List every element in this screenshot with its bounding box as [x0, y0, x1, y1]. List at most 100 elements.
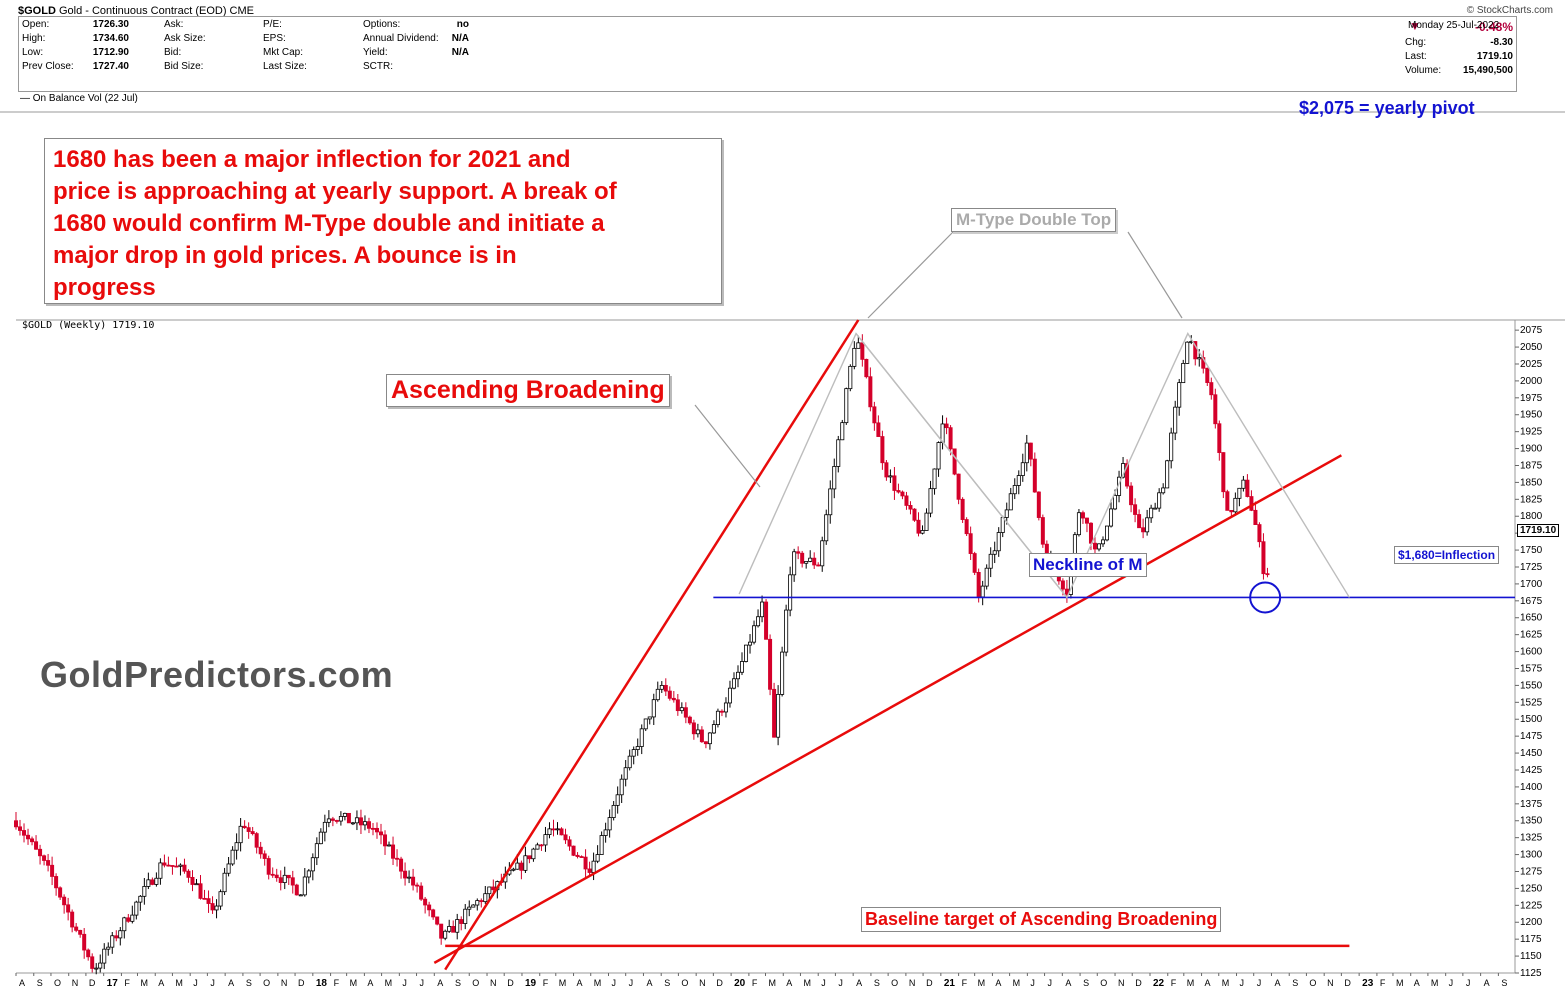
candle-body: [1137, 514, 1142, 529]
candle-body: [22, 830, 27, 836]
candle-body: [687, 716, 692, 724]
candle-body: [1185, 341, 1190, 364]
candle-body: [479, 900, 484, 903]
candle-body: [66, 904, 71, 913]
candle-body: [908, 505, 913, 510]
y-tick-label: 2050: [1520, 342, 1543, 353]
x-tick-label: J: [1466, 978, 1471, 988]
candle-body: [539, 844, 544, 847]
candle-body: [928, 488, 933, 514]
candle-body: [322, 821, 327, 833]
candle-body: [559, 828, 564, 836]
candle-body: [362, 821, 367, 826]
candle-body: [178, 864, 183, 867]
candle-body: [146, 879, 151, 887]
x-tick-label: J: [1257, 978, 1262, 988]
y-tick-label: 1525: [1520, 697, 1543, 708]
candle-body: [547, 828, 552, 836]
x-tick-label: M: [385, 978, 393, 988]
candle-body: [487, 886, 492, 895]
x-tick-label: N: [490, 978, 497, 988]
x-tick-label: 23: [1362, 978, 1374, 989]
ascending-connector: [694, 404, 761, 488]
x-tick-label: M: [769, 978, 777, 988]
brand-credit: © StockCharts.com: [1466, 5, 1553, 16]
candle-body: [952, 448, 957, 475]
candle-body: [302, 876, 307, 896]
candle-body: [723, 702, 728, 713]
candle-body: [916, 519, 921, 534]
candle-body: [992, 550, 997, 555]
x-tick-label: 17: [107, 978, 119, 989]
x-tick-label: M: [175, 978, 183, 988]
y-tick-label: 1600: [1520, 647, 1543, 658]
watermark: GoldPredictors.com: [40, 654, 394, 695]
y-tick-label: 1725: [1520, 562, 1543, 573]
candle-body: [106, 946, 111, 950]
candle-body: [896, 490, 901, 493]
candle-body: [892, 475, 897, 491]
x-tick-label: 22: [1153, 978, 1165, 989]
x-tick-label: N: [699, 978, 706, 988]
y-tick-label: 1975: [1520, 393, 1543, 404]
candle-body: [170, 865, 175, 867]
candle-body: [262, 853, 267, 859]
candle-body: [924, 512, 929, 531]
candle-body: [788, 574, 793, 611]
candle-body: [427, 904, 432, 911]
candle-body: [114, 935, 119, 939]
x-tick-label: A: [1274, 978, 1280, 988]
candle-body: [226, 863, 231, 874]
callout-box: 1680 has been a major inflection for 202…: [44, 138, 722, 304]
candle-body: [752, 625, 757, 643]
candle-body: [399, 858, 404, 872]
candle-body: [70, 911, 75, 928]
candle-body: [768, 638, 773, 690]
candle-body: [90, 956, 95, 969]
candle-body: [1177, 382, 1182, 408]
candle-body: [543, 834, 548, 846]
candle-body: [820, 540, 825, 567]
y-tick-label: 1175: [1520, 934, 1542, 945]
x-tick-label: S: [455, 978, 461, 988]
candle-body: [727, 687, 732, 704]
y-tick-label: 1575: [1520, 663, 1543, 674]
candle-body: [42, 855, 47, 861]
candle-body: [1129, 485, 1134, 506]
candle-body: [459, 919, 464, 924]
candle-body: [122, 917, 127, 932]
pivot-annotation: $2,075 = yearly pivot: [1299, 98, 1475, 118]
candle-body: [415, 884, 420, 887]
candle-body: [804, 561, 809, 564]
candle-body: [1181, 363, 1186, 384]
candle-body: [447, 925, 452, 932]
candle-body: [366, 821, 371, 829]
candle-body: [1165, 460, 1170, 489]
candle-body: [784, 609, 789, 653]
candle-body: [1217, 423, 1222, 453]
candle-body: [370, 827, 375, 830]
candle-body: [463, 908, 468, 924]
y-tick-label: 1550: [1520, 680, 1543, 691]
candle-body: [1197, 357, 1202, 360]
candle-body: [1080, 512, 1085, 519]
candle-body: [744, 644, 749, 662]
overlay-line: [433, 454, 1342, 964]
candle-body: [519, 862, 524, 871]
candle-body: [310, 857, 315, 872]
candle-body: [635, 746, 640, 750]
candle-body: [1157, 492, 1162, 509]
candle-body: [1233, 497, 1238, 513]
candle-body: [695, 729, 700, 735]
candle-body: [326, 818, 331, 823]
chart-header: $GOLD Gold - Continuous Contract (EOD) C…: [0, 0, 1565, 112]
candle-body: [667, 690, 672, 699]
y-tick-label: 1200: [1520, 917, 1543, 928]
stats-panel: Open: 1726.30 High: 1734.60 Low: 1712.90…: [18, 16, 1517, 92]
y-tick-label: 1275: [1520, 866, 1543, 877]
x-tick-label: A: [646, 978, 652, 988]
candle-body: [383, 834, 388, 847]
x-tick-label: 21: [944, 978, 956, 989]
x-tick-label: N: [1118, 978, 1125, 988]
